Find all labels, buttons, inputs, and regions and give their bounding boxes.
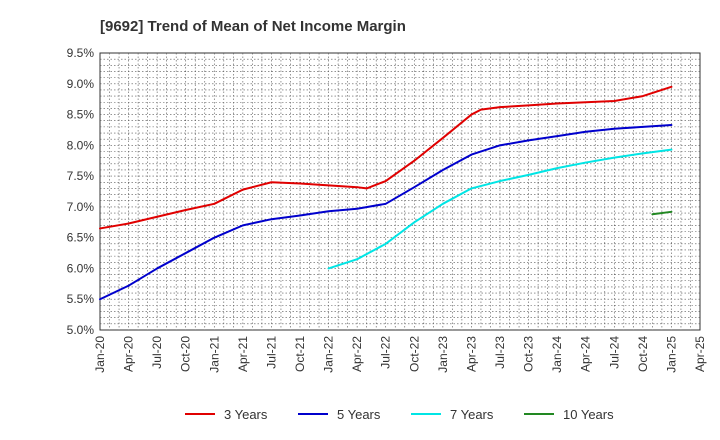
- y-tick-label: 7.5%: [67, 169, 95, 183]
- legend-label: 3 Years: [224, 407, 268, 422]
- x-tick-label: Oct-22: [407, 336, 421, 372]
- x-tick-label: Jan-25: [664, 336, 678, 373]
- legend-label: 10 Years: [563, 407, 614, 422]
- x-tick-label: Jan-24: [550, 336, 564, 373]
- y-tick-label: 5.0%: [67, 323, 95, 337]
- x-tick-label: Oct-24: [636, 336, 650, 372]
- chart-title: [9692] Trend of Mean of Net Income Margi…: [100, 18, 406, 35]
- y-axis-ticks: 5.0% 5.5% 6.0% 6.5% 7.0% 7.5% 8.0% 8.5% 9.0% 9.5%: [67, 46, 95, 337]
- x-tick-label: Jul-23: [493, 336, 507, 369]
- x-tick-label: Apr-24: [579, 336, 593, 372]
- x-tick-label: Apr-21: [236, 336, 250, 372]
- legend-label: 5 Years: [337, 407, 381, 422]
- series-line-7-years: [327, 148, 673, 270]
- series-line-3-years: [99, 85, 673, 230]
- legend-label: 7 Years: [450, 407, 494, 422]
- plot-area: [99, 52, 701, 331]
- legend: 3 Years 5 Years 7 Years 10 Years: [185, 407, 614, 422]
- y-tick-label: 8.5%: [67, 108, 95, 122]
- y-tick-label: 7.0%: [67, 200, 95, 214]
- x-tick-label: Jul-22: [379, 336, 393, 369]
- x-tick-label: Jul-24: [607, 336, 621, 369]
- x-tick-label: Jan-22: [322, 336, 336, 373]
- series-line-5-years: [99, 124, 673, 301]
- x-tick-label: Apr-23: [464, 336, 478, 372]
- x-tick-label: Jan-23: [436, 336, 450, 373]
- y-tick-label: 9.5%: [67, 46, 95, 60]
- x-tick-label: Apr-22: [350, 336, 364, 372]
- series-line-10-years: [651, 210, 673, 216]
- y-tick-label: 8.0%: [67, 138, 95, 152]
- y-tick-label: 6.5%: [67, 231, 95, 245]
- x-tick-label: Oct-23: [522, 336, 536, 372]
- x-tick-label: Apr-25: [693, 336, 707, 372]
- series-lines: [99, 85, 673, 301]
- x-tick-label: Oct-20: [179, 336, 193, 372]
- x-tick-label: Oct-21: [293, 336, 307, 372]
- gridlines: [100, 53, 700, 330]
- x-axis-ticks: Jan-20 Apr-20 Jul-20 Oct-20 Jan-21 Apr-21 Jul-…: [93, 336, 707, 373]
- x-tick-label: Apr-20: [122, 336, 136, 372]
- x-tick-label: Jul-21: [264, 336, 278, 369]
- x-tick-label: Jan-20: [93, 336, 107, 373]
- y-tick-label: 5.5%: [67, 292, 95, 306]
- x-tick-label: Jan-21: [207, 336, 221, 373]
- y-tick-label: 6.0%: [67, 261, 95, 275]
- x-tick-label: Jul-20: [150, 336, 164, 369]
- y-tick-label: 9.0%: [67, 77, 95, 91]
